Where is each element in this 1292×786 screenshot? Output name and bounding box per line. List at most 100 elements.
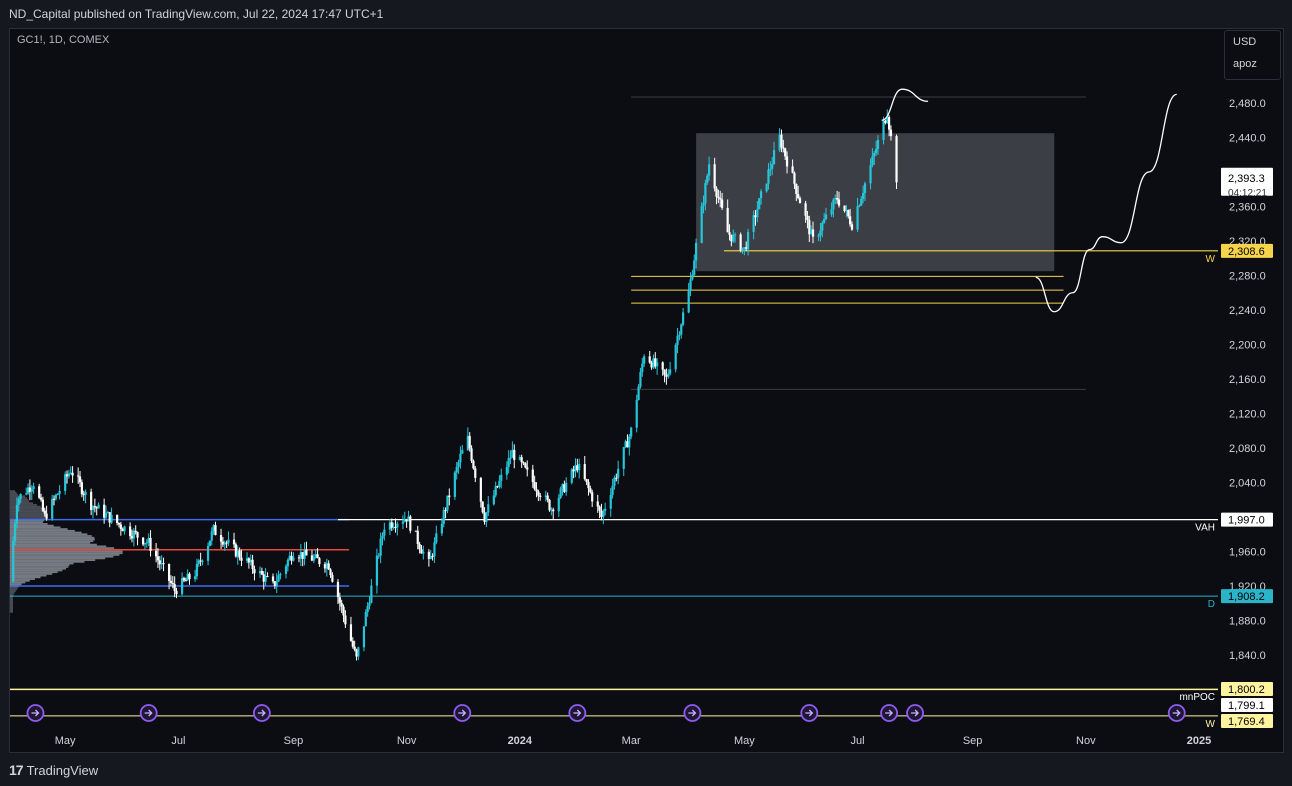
candle-body <box>811 229 815 237</box>
candle-body <box>117 523 121 525</box>
candle-body <box>498 480 501 488</box>
candle-body <box>596 501 599 507</box>
candle-body <box>429 556 432 560</box>
candle-body <box>210 531 213 541</box>
candle-body <box>845 210 848 212</box>
volume-profile-bar <box>10 552 123 555</box>
candle-body <box>494 486 497 496</box>
volume-profile-bar <box>10 597 13 599</box>
candle-body <box>247 558 250 563</box>
y-tick-label: 2,480.0 <box>1229 98 1266 110</box>
candle-body <box>522 462 525 464</box>
candle-body <box>32 486 35 489</box>
y-tick-label: 2,120.0 <box>1229 409 1266 421</box>
candle-body <box>785 156 789 167</box>
candle-body <box>639 372 642 387</box>
candle-body <box>275 581 278 586</box>
candle-body <box>622 447 625 469</box>
candle-body <box>600 510 603 517</box>
volume-profile-bar <box>10 516 47 518</box>
candle-body <box>661 362 664 370</box>
candle-body <box>69 472 72 474</box>
candle-body <box>414 530 417 532</box>
candle-body <box>700 205 703 243</box>
arrow-icon <box>911 709 919 717</box>
volume-profile-bar <box>10 514 48 517</box>
candle-body <box>487 504 490 513</box>
candle-body <box>772 150 776 164</box>
candle-body <box>808 220 811 235</box>
candle-body <box>652 358 655 368</box>
volume-profile <box>10 490 123 613</box>
y-tick-label: 2,200.0 <box>1229 340 1266 352</box>
candle-body <box>847 210 850 217</box>
candle-body <box>882 120 885 141</box>
volume-profile-bar <box>10 493 18 496</box>
unit-label[interactable]: apoz <box>1233 58 1257 70</box>
candle-body <box>830 209 833 215</box>
y-tick-label: 2,080.0 <box>1229 443 1266 455</box>
arrow-icon <box>688 709 697 717</box>
candle-body <box>793 172 796 184</box>
candle-body <box>583 464 586 480</box>
chart-frame[interactable] <box>9 28 1284 753</box>
candle-body <box>136 532 139 538</box>
candle-body <box>780 134 783 148</box>
candle-body <box>110 514 113 523</box>
volume-profile-bar <box>10 592 15 594</box>
candle-body <box>54 494 57 499</box>
arrow-icon <box>805 709 814 717</box>
candle-body <box>316 554 319 559</box>
candle-body <box>149 537 152 551</box>
candle-body <box>617 468 620 478</box>
candle-body <box>264 576 267 582</box>
top-arc-drawing <box>881 88 929 121</box>
candle-body <box>817 235 820 237</box>
candle-body <box>39 497 43 500</box>
event-marker <box>880 704 898 722</box>
candle-body <box>266 576 269 578</box>
volume-profile-bar <box>10 569 63 572</box>
price-label-text: 2,393.3 <box>1228 173 1265 185</box>
tradingview-logo[interactable]: 17 TradingView <box>9 762 98 778</box>
volume-profile-bar <box>10 605 13 608</box>
candle-body <box>819 230 822 236</box>
footer-bar <box>0 754 1292 786</box>
candle-body <box>860 198 863 206</box>
candle-body <box>804 203 807 216</box>
candle-body <box>368 602 371 606</box>
candle-body <box>589 488 592 493</box>
volume-profile-bar <box>10 571 58 574</box>
candle-body <box>277 575 280 582</box>
price-label-W-low: 1,769.4 W <box>1206 714 1273 730</box>
candle-body <box>821 222 824 231</box>
candle-body <box>301 552 304 559</box>
candle-body <box>249 559 252 563</box>
candle-body <box>184 580 187 582</box>
currency-label[interactable]: USD <box>1233 36 1257 48</box>
event-marker <box>683 704 702 722</box>
candle-body <box>613 477 616 486</box>
candle-body <box>251 559 254 570</box>
y-tick-label: 2,240.0 <box>1229 305 1266 317</box>
candle-body <box>500 474 503 481</box>
candle-body <box>279 573 282 576</box>
candle-body <box>637 386 640 401</box>
price-label-D-level: 1,908.2 D <box>1208 589 1273 610</box>
candle-body <box>329 569 332 576</box>
candle-body <box>875 148 878 153</box>
candle-body <box>834 198 837 200</box>
candle-body <box>507 457 510 468</box>
candle-body <box>175 590 178 595</box>
candle-body <box>51 498 54 519</box>
candle-body <box>591 492 594 502</box>
level-tag: D <box>1208 599 1215 610</box>
candle-body <box>513 449 516 460</box>
scale-menu[interactable]: USD apoz <box>1224 30 1281 80</box>
candle-body <box>17 498 20 505</box>
x-tick-label: Nov <box>1076 735 1096 747</box>
candle-body <box>824 214 828 220</box>
volume-profile-bar <box>10 567 66 570</box>
candle-body <box>12 540 15 582</box>
